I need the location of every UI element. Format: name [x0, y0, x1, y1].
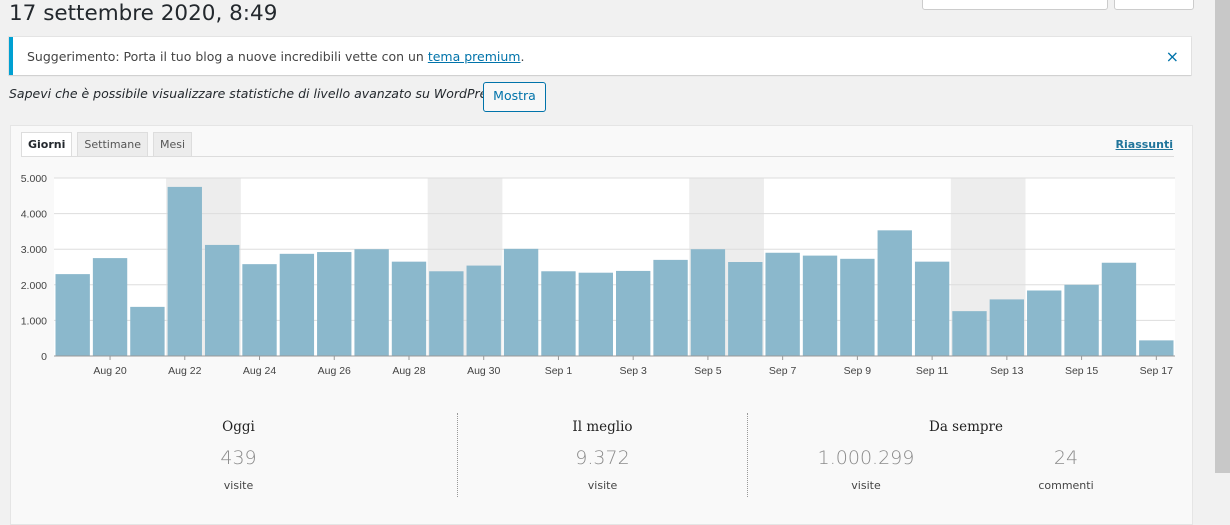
x-tick-label: Aug 20	[93, 365, 126, 377]
x-tick-label: Sep 5	[694, 365, 722, 377]
x-tick-label: Aug 28	[392, 365, 425, 377]
top-action-button-2[interactable]	[1114, 0, 1194, 10]
advanced-stats-promo-text: Sapevi che è possibile visualizzare stat…	[9, 86, 538, 101]
stat-all-time-label: Da sempre	[929, 419, 1003, 435]
chart-bar	[802, 255, 838, 356]
stat-best-label: Il meglio	[572, 419, 633, 435]
stat-today-unit: visite	[223, 479, 254, 492]
notice-prefix: Suggerimento: Porta il tuo blog a nuove …	[27, 49, 428, 64]
x-tick-label: Aug 22	[168, 365, 201, 377]
notice-text: Suggerimento: Porta il tuo blog a nuove …	[27, 49, 524, 64]
scrollbar-track[interactable]	[1215, 473, 1230, 513]
stat-divider	[747, 413, 748, 497]
stat-today-value: 439	[220, 447, 257, 469]
tab-weeks[interactable]: Settimane	[77, 132, 149, 156]
stats-summary: Oggi 439 visite Il meglio 9.372 visite D…	[11, 409, 1194, 519]
chart-bar	[1139, 340, 1174, 356]
close-icon[interactable]: ×	[1165, 47, 1179, 66]
x-tick-label: Aug 24	[243, 365, 276, 377]
y-tick-label: 5.000	[21, 173, 47, 185]
chart-bar	[728, 262, 763, 356]
stat-divider	[457, 413, 458, 497]
x-tick-label: Sep 11	[916, 365, 949, 377]
chart-bar	[466, 265, 501, 356]
chart-bar	[242, 264, 277, 356]
y-tick-label: 1.000	[21, 315, 47, 327]
chart-bar	[952, 311, 987, 356]
x-tick-label: Sep 3	[619, 365, 647, 377]
chart-bar	[130, 306, 165, 356]
x-tick-label: Sep 17	[1140, 365, 1173, 377]
chart-bar	[1064, 284, 1099, 356]
scrollbar-thumb[interactable]	[1215, 0, 1230, 473]
chart-bar	[354, 249, 389, 356]
tab-days[interactable]: Giorni	[21, 132, 73, 156]
stat-all-time-views-value: 1.000.299	[817, 447, 915, 469]
premium-theme-notice: Suggerimento: Porta il tuo blog a nuove …	[9, 37, 1191, 75]
y-tick-label: 2.000	[21, 280, 47, 292]
chart-bar	[541, 271, 576, 356]
chart-bar	[279, 253, 315, 356]
chart-bar	[1027, 290, 1062, 356]
stat-today-label: Oggi	[222, 419, 255, 435]
chart-bar	[840, 258, 875, 356]
stat-all-time-comments-value: 24	[1053, 447, 1079, 469]
chart-bar	[391, 261, 427, 356]
chart-bar	[690, 249, 726, 356]
stats-panel: Giorni Settimane Mesi Riassunti 0 1.000 2.…	[10, 125, 1193, 525]
chart-bar	[914, 261, 950, 356]
stat-all-time-views-unit: visite	[851, 479, 881, 492]
chart-bar	[317, 252, 352, 356]
y-tick-label: 4.000	[21, 209, 47, 221]
stat-best-unit: visite	[587, 479, 618, 492]
premium-theme-link[interactable]: tema premium	[427, 49, 521, 64]
stat-all-time-comments-unit: commenti	[1038, 479, 1094, 492]
tabs-divider	[21, 156, 1174, 157]
chart-bar	[1101, 262, 1137, 356]
summaries-link[interactable]: Riassunti	[1115, 138, 1173, 151]
y-tick-label: 3.000	[21, 244, 47, 256]
chart-bar	[989, 299, 1025, 356]
x-tick-label: Sep 7	[769, 365, 797, 377]
page-title: 17 settembre 2020, 8:49	[9, 1, 278, 26]
chart-bar	[92, 258, 128, 356]
y-tick-label: 0	[41, 351, 47, 363]
notice-suffix: .	[520, 49, 525, 64]
x-tick-label: Sep 1	[545, 365, 573, 377]
stat-best-value: 9.372	[575, 447, 630, 469]
chart-bar	[167, 186, 202, 356]
x-tick-label: Sep 13	[990, 365, 1023, 377]
period-tabs: Giorni Settimane Mesi	[21, 132, 193, 156]
x-tick-label: Sep 9	[844, 365, 872, 377]
tab-months[interactable]: Mesi	[153, 132, 193, 156]
show-button[interactable]: Mostra	[483, 82, 546, 112]
chart-bar	[204, 244, 240, 356]
visits-bar-chart: 0 1.000 2.000 3.000 4.000 5.000 Aug 20 Aug 22 Au…	[21, 173, 1175, 377]
top-action-button-1[interactable]	[922, 0, 1108, 10]
chart-bar	[578, 272, 613, 356]
chart-bar	[55, 274, 90, 356]
x-tick-label: Aug 26	[318, 365, 351, 377]
chart-bar	[429, 271, 464, 356]
chart-bar	[653, 259, 688, 356]
chart-bar	[765, 252, 800, 356]
chart-bar	[616, 270, 651, 356]
chart-bar	[503, 248, 539, 356]
x-tick-label: Aug 30	[467, 365, 500, 377]
chart-bar	[877, 230, 912, 356]
x-tick-label: Sep 15	[1065, 365, 1098, 377]
